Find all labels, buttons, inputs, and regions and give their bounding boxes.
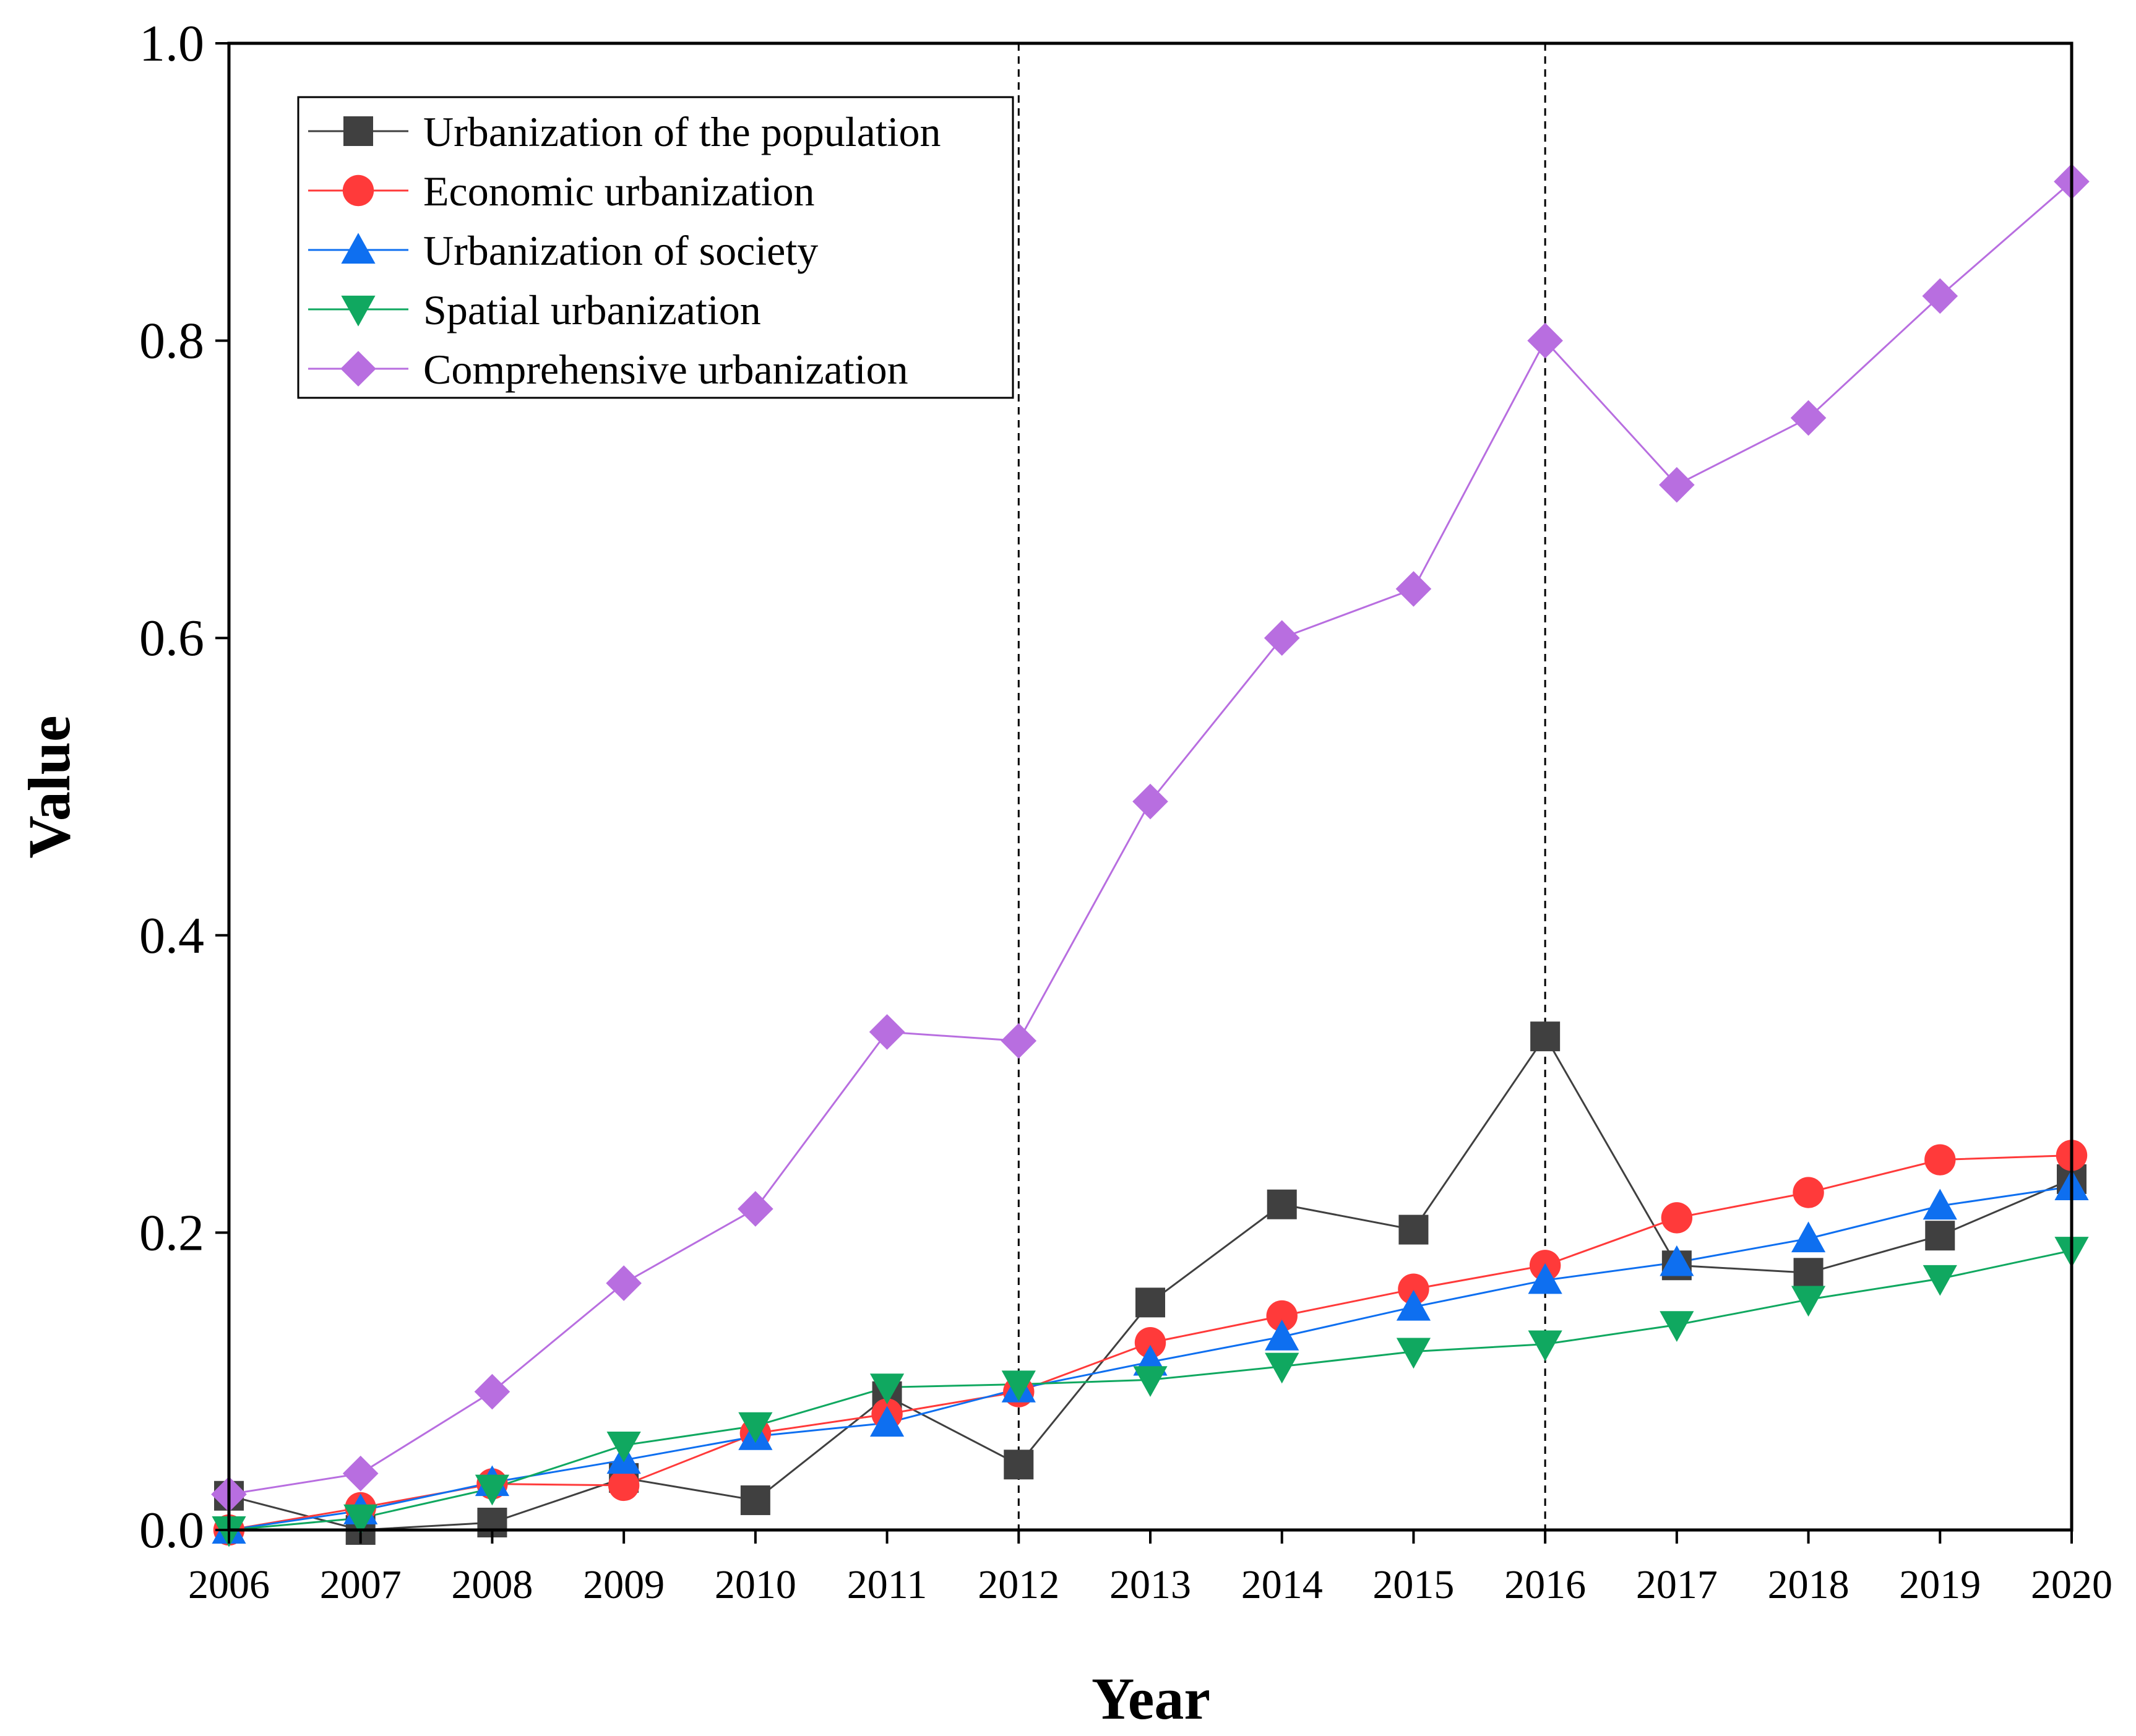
- data-point-s2-2018: [1791, 1221, 1826, 1253]
- data-point-s3-2014: [1265, 1352, 1299, 1384]
- data-point-s4-2011: [869, 1014, 905, 1050]
- data-point-s0-2014: [1267, 1189, 1297, 1219]
- legend-label-3: Spatial urbanization: [423, 286, 761, 333]
- data-point-s1-2013: [1134, 1327, 1166, 1359]
- data-point-s4-2015: [1395, 571, 1432, 607]
- data-point-s3-2010: [738, 1412, 773, 1443]
- legend-label-4: Comprehensive urbanization: [423, 346, 908, 393]
- data-point-s0-2012: [1004, 1450, 1034, 1480]
- y-axis-label: Value: [16, 715, 82, 858]
- x-tick-label: 2014: [1241, 1562, 1323, 1607]
- x-tick-label: 2017: [1636, 1562, 1718, 1607]
- data-point-s0-2018: [1793, 1258, 1824, 1288]
- data-point-s3-2008: [475, 1474, 510, 1506]
- legend-label-0: Urbanization of the population: [423, 108, 941, 155]
- data-point-s4-2007: [342, 1455, 379, 1492]
- x-tick-label: 2006: [188, 1562, 270, 1607]
- data-point-s4-2008: [474, 1373, 510, 1410]
- data-point-s3-2015: [1396, 1338, 1431, 1369]
- x-axis-label: Year: [1092, 1665, 1210, 1732]
- data-point-s4-2013: [1132, 783, 1168, 820]
- data-point-s0-2015: [1398, 1214, 1429, 1245]
- data-point-s2-2016: [1528, 1263, 1562, 1294]
- x-tick-label: 2015: [1372, 1562, 1454, 1607]
- y-tick-label: 0.4: [139, 907, 204, 965]
- x-tick-label: 2011: [847, 1562, 928, 1607]
- data-point-s0-2010: [740, 1485, 770, 1515]
- legend-marker-0: [343, 116, 373, 146]
- legend-label-2: Urbanization of society: [423, 227, 818, 274]
- series-markers: [211, 163, 2090, 1547]
- data-point-s1-2009: [608, 1469, 640, 1502]
- data-point-s3-2018: [1791, 1286, 1826, 1317]
- data-point-s4-2017: [1659, 466, 1695, 503]
- data-point-s4-2014: [1264, 620, 1300, 656]
- data-point-s4-2012: [1001, 1023, 1037, 1059]
- y-tick-label: 0.8: [139, 312, 204, 370]
- y-tick-label: 0.0: [139, 1502, 204, 1559]
- legend-box: [297, 96, 1014, 399]
- data-point-s2-2017: [1660, 1245, 1694, 1276]
- x-tick-label: 2009: [583, 1562, 665, 1607]
- data-point-s3-2016: [1528, 1330, 1562, 1362]
- x-tick-label: 2008: [451, 1562, 533, 1607]
- x-tick-label: 2007: [320, 1562, 402, 1607]
- data-point-s2-2015: [1396, 1289, 1431, 1321]
- data-point-s2-2019: [1923, 1188, 1957, 1220]
- data-point-s1-2017: [1661, 1202, 1693, 1234]
- data-point-s0-2016: [1530, 1021, 1561, 1052]
- x-tick-label: 2010: [715, 1562, 796, 1607]
- data-point-s0-2019: [1925, 1221, 1955, 1251]
- legend-marker-3: [341, 295, 376, 327]
- y-tick-label: 0.2: [139, 1204, 204, 1261]
- data-point-s3-2012: [1001, 1370, 1036, 1402]
- data-point-s2-2014: [1265, 1320, 1299, 1351]
- legend-marker-1: [342, 174, 374, 207]
- data-point-s3-2017: [1660, 1311, 1694, 1342]
- data-point-s3-2013: [1133, 1366, 1168, 1397]
- data-point-s3-2009: [606, 1431, 641, 1463]
- y-tick-label: 0.6: [139, 609, 204, 667]
- legend-marker-2: [341, 233, 376, 264]
- data-point-s0-2013: [1135, 1287, 1165, 1318]
- data-point-s4-2019: [1922, 278, 1958, 314]
- x-tick-label: 2018: [1768, 1562, 1850, 1607]
- data-point-s1-2015: [1398, 1273, 1429, 1305]
- data-point-s3-2007: [343, 1504, 378, 1536]
- data-point-s2-2011: [869, 1406, 905, 1437]
- data-point-s4-2010: [738, 1191, 773, 1227]
- x-tick-label: 2016: [1504, 1562, 1586, 1607]
- data-point-s4-2018: [1790, 400, 1827, 436]
- legend-marker-4: [340, 351, 376, 387]
- data-point-s1-2019: [1924, 1144, 1956, 1175]
- legend: Urbanization of the population Economic u…: [297, 96, 1014, 399]
- y-tick-label: 1.0: [139, 15, 204, 72]
- axis-ticks: 2006 2007 2008 2009 2010 2011 2012 2013 2014 2015…: [139, 15, 2112, 1607]
- x-tick-label: 2020: [2031, 1562, 2112, 1607]
- x-tick-label: 2019: [1899, 1562, 1981, 1607]
- data-point-s1-2018: [1793, 1177, 1824, 1208]
- data-point-s3-2019: [1923, 1265, 1957, 1296]
- x-tick-label: 2013: [1109, 1562, 1191, 1607]
- legend-label-1: Economic urbanization: [423, 168, 815, 215]
- data-point-s1-2014: [1266, 1300, 1298, 1332]
- data-point-s3-2011: [869, 1373, 905, 1404]
- data-point-s4-2009: [606, 1265, 642, 1301]
- data-point-s4-2016: [1527, 322, 1563, 359]
- x-tick-label: 2012: [978, 1562, 1059, 1607]
